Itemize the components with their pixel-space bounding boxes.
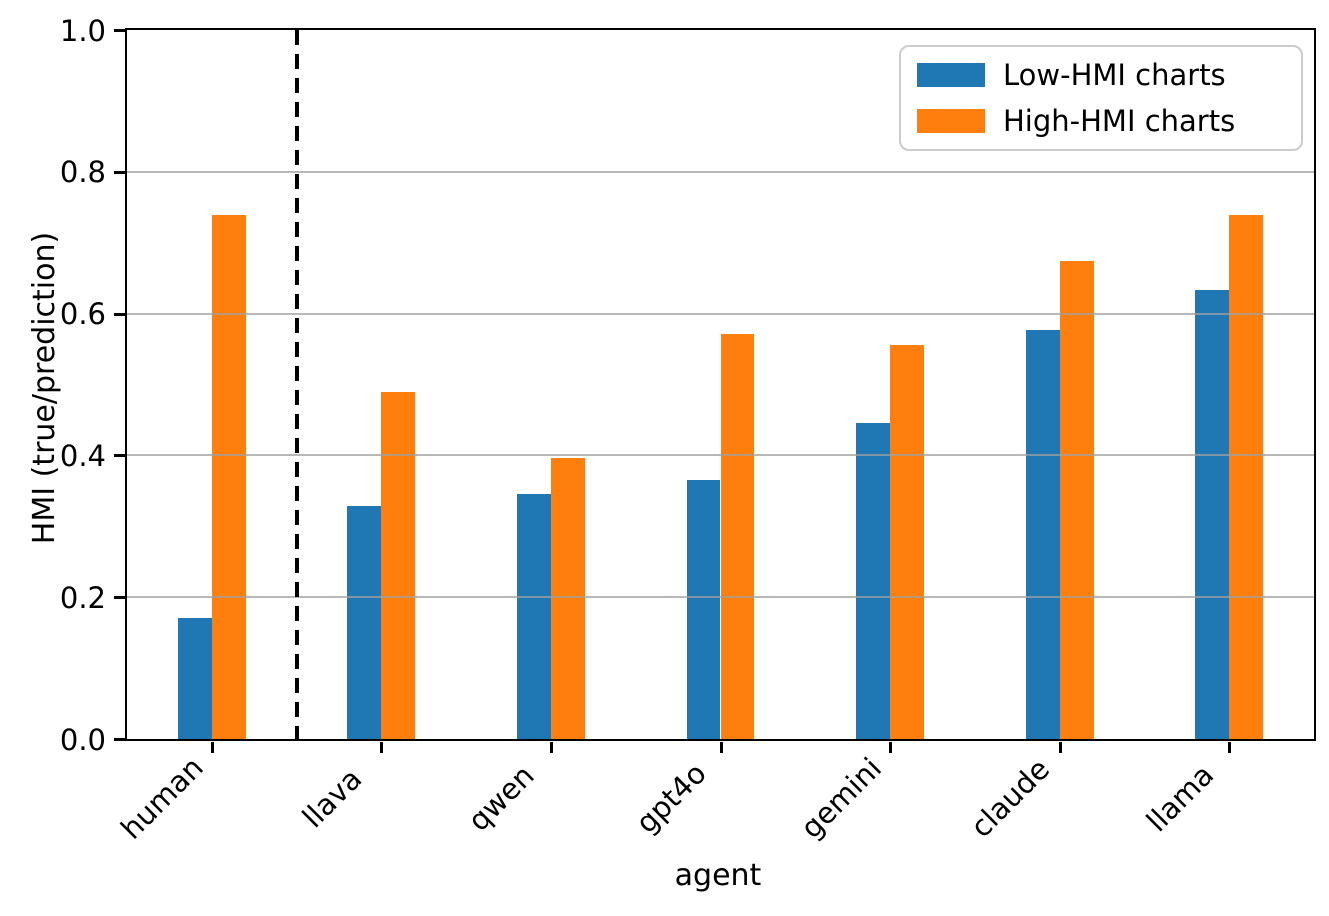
gridline-y-0.8 — [127, 170, 1314, 173]
legend-item-label: Low-HMI charts — [1003, 58, 1226, 92]
x-axis-label: agent — [674, 858, 762, 893]
bar-gemini-high-hmi — [890, 344, 924, 739]
gridline-y-0.4 — [127, 454, 1314, 457]
gridline-y-0.2 — [127, 596, 1314, 599]
y-tick-mark — [114, 170, 125, 174]
y-axis-label: HMI (true/prediction) — [27, 231, 62, 545]
bar-llava-low-hmi — [347, 506, 382, 739]
y-tick-label: 0.4 — [59, 438, 106, 473]
y-tick-mark — [114, 596, 125, 600]
y-tick-label: 0.6 — [59, 297, 106, 332]
bar-claude-low-hmi — [1025, 329, 1060, 739]
y-tick-label: 0.0 — [59, 722, 106, 757]
bar-qwen-high-hmi — [550, 458, 585, 739]
bar-human-low-hmi — [177, 618, 212, 739]
legend: Low-HMI charts High-HMI charts — [899, 45, 1303, 151]
x-tick-mark — [719, 742, 723, 753]
bar-llama-low-hmi — [1195, 289, 1230, 739]
x-tick-mark — [1228, 742, 1232, 753]
bar-gemini-low-hmi — [856, 422, 891, 739]
bar-qwen-low-hmi — [517, 494, 551, 739]
y-tick-label: 1.0 — [59, 13, 106, 48]
legend-item: Low-HMI charts — [917, 59, 1285, 91]
y-tick-mark — [114, 312, 125, 316]
legend-item: High-HMI charts — [917, 105, 1285, 137]
x-tick-mark — [210, 742, 214, 753]
x-tick-mark — [549, 742, 553, 753]
bar-human-high-hmi — [211, 215, 246, 739]
bar-gpt4o-high-hmi — [720, 334, 755, 739]
y-tick-mark — [114, 738, 125, 741]
gridline-y-0.6 — [127, 312, 1314, 315]
human-vs-models-separator-dashed-line — [294, 30, 299, 739]
bar-llama-high-hmi — [1229, 215, 1264, 739]
y-tick-label: 0.2 — [59, 580, 106, 615]
y-tick-mark — [114, 454, 125, 458]
x-tick-mark — [380, 742, 384, 753]
legend-item-label: High-HMI charts — [1003, 104, 1236, 138]
bar-claude-high-hmi — [1059, 261, 1094, 739]
low-hmi-legend-swatch — [917, 63, 985, 87]
x-tick-mark — [1058, 742, 1062, 753]
bar-gpt4o-low-hmi — [686, 479, 721, 739]
y-tick-label: 0.8 — [59, 155, 106, 190]
y-tick-mark — [114, 29, 125, 32]
bar-llava-high-hmi — [381, 392, 416, 739]
high-hmi-legend-swatch — [917, 109, 985, 133]
x-tick-mark — [889, 742, 893, 753]
